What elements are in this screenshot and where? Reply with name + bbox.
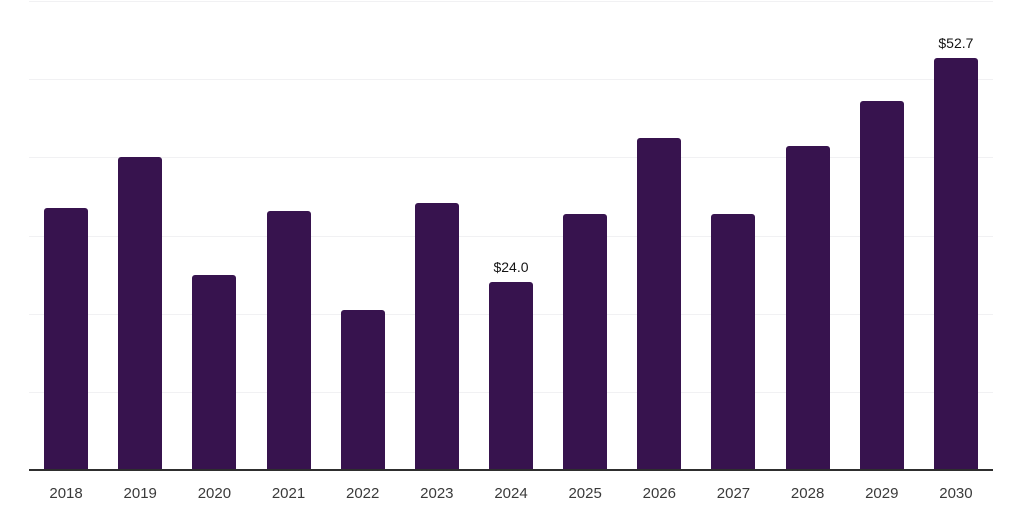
bar-2030[interactable] [933, 58, 978, 470]
bar-2022[interactable] [340, 309, 385, 470]
bar-2023[interactable] [414, 203, 459, 470]
x-tick-label-2025: 2025 [568, 485, 602, 502]
bar-2026[interactable] [637, 137, 682, 470]
bar-2028[interactable] [785, 145, 830, 470]
x-tick-label-2023: 2023 [420, 485, 454, 502]
data-label-2024: $24.0 [493, 259, 529, 276]
x-tick-label-2026: 2026 [642, 485, 676, 502]
gridline-50 [29, 79, 993, 81]
x-tick-label-2029: 2029 [865, 485, 899, 502]
x-tick-label-2028: 2028 [790, 485, 825, 502]
x-tick-label-2021: 2021 [271, 485, 306, 502]
gridline-40 [29, 157, 993, 159]
bar-2025[interactable] [563, 214, 608, 470]
x-tick-label-2030: 2030 [939, 485, 973, 502]
x-tick-label-2024: 2024 [494, 485, 528, 502]
x-tick-label-2019: 2019 [123, 485, 157, 502]
x-axis-line [29, 469, 993, 471]
x-tick-label-2020: 2020 [197, 485, 232, 502]
data-label-2030: $52.7 [938, 35, 974, 52]
bar-2029[interactable] [859, 101, 904, 470]
gridline-60 [29, 1, 993, 2]
x-tick-label-2018: 2018 [49, 485, 83, 502]
bar-2024[interactable] [489, 282, 533, 470]
gridline-30 [29, 235, 993, 237]
bar-2020[interactable] [192, 274, 237, 470]
bar-2019[interactable] [118, 157, 163, 470]
x-tick-label-2022: 2022 [346, 485, 380, 502]
bar-2021[interactable] [266, 211, 311, 470]
bar-2027[interactable] [711, 213, 756, 470]
x-tick-label-2027: 2027 [716, 485, 751, 502]
bar-2018[interactable] [44, 208, 89, 470]
